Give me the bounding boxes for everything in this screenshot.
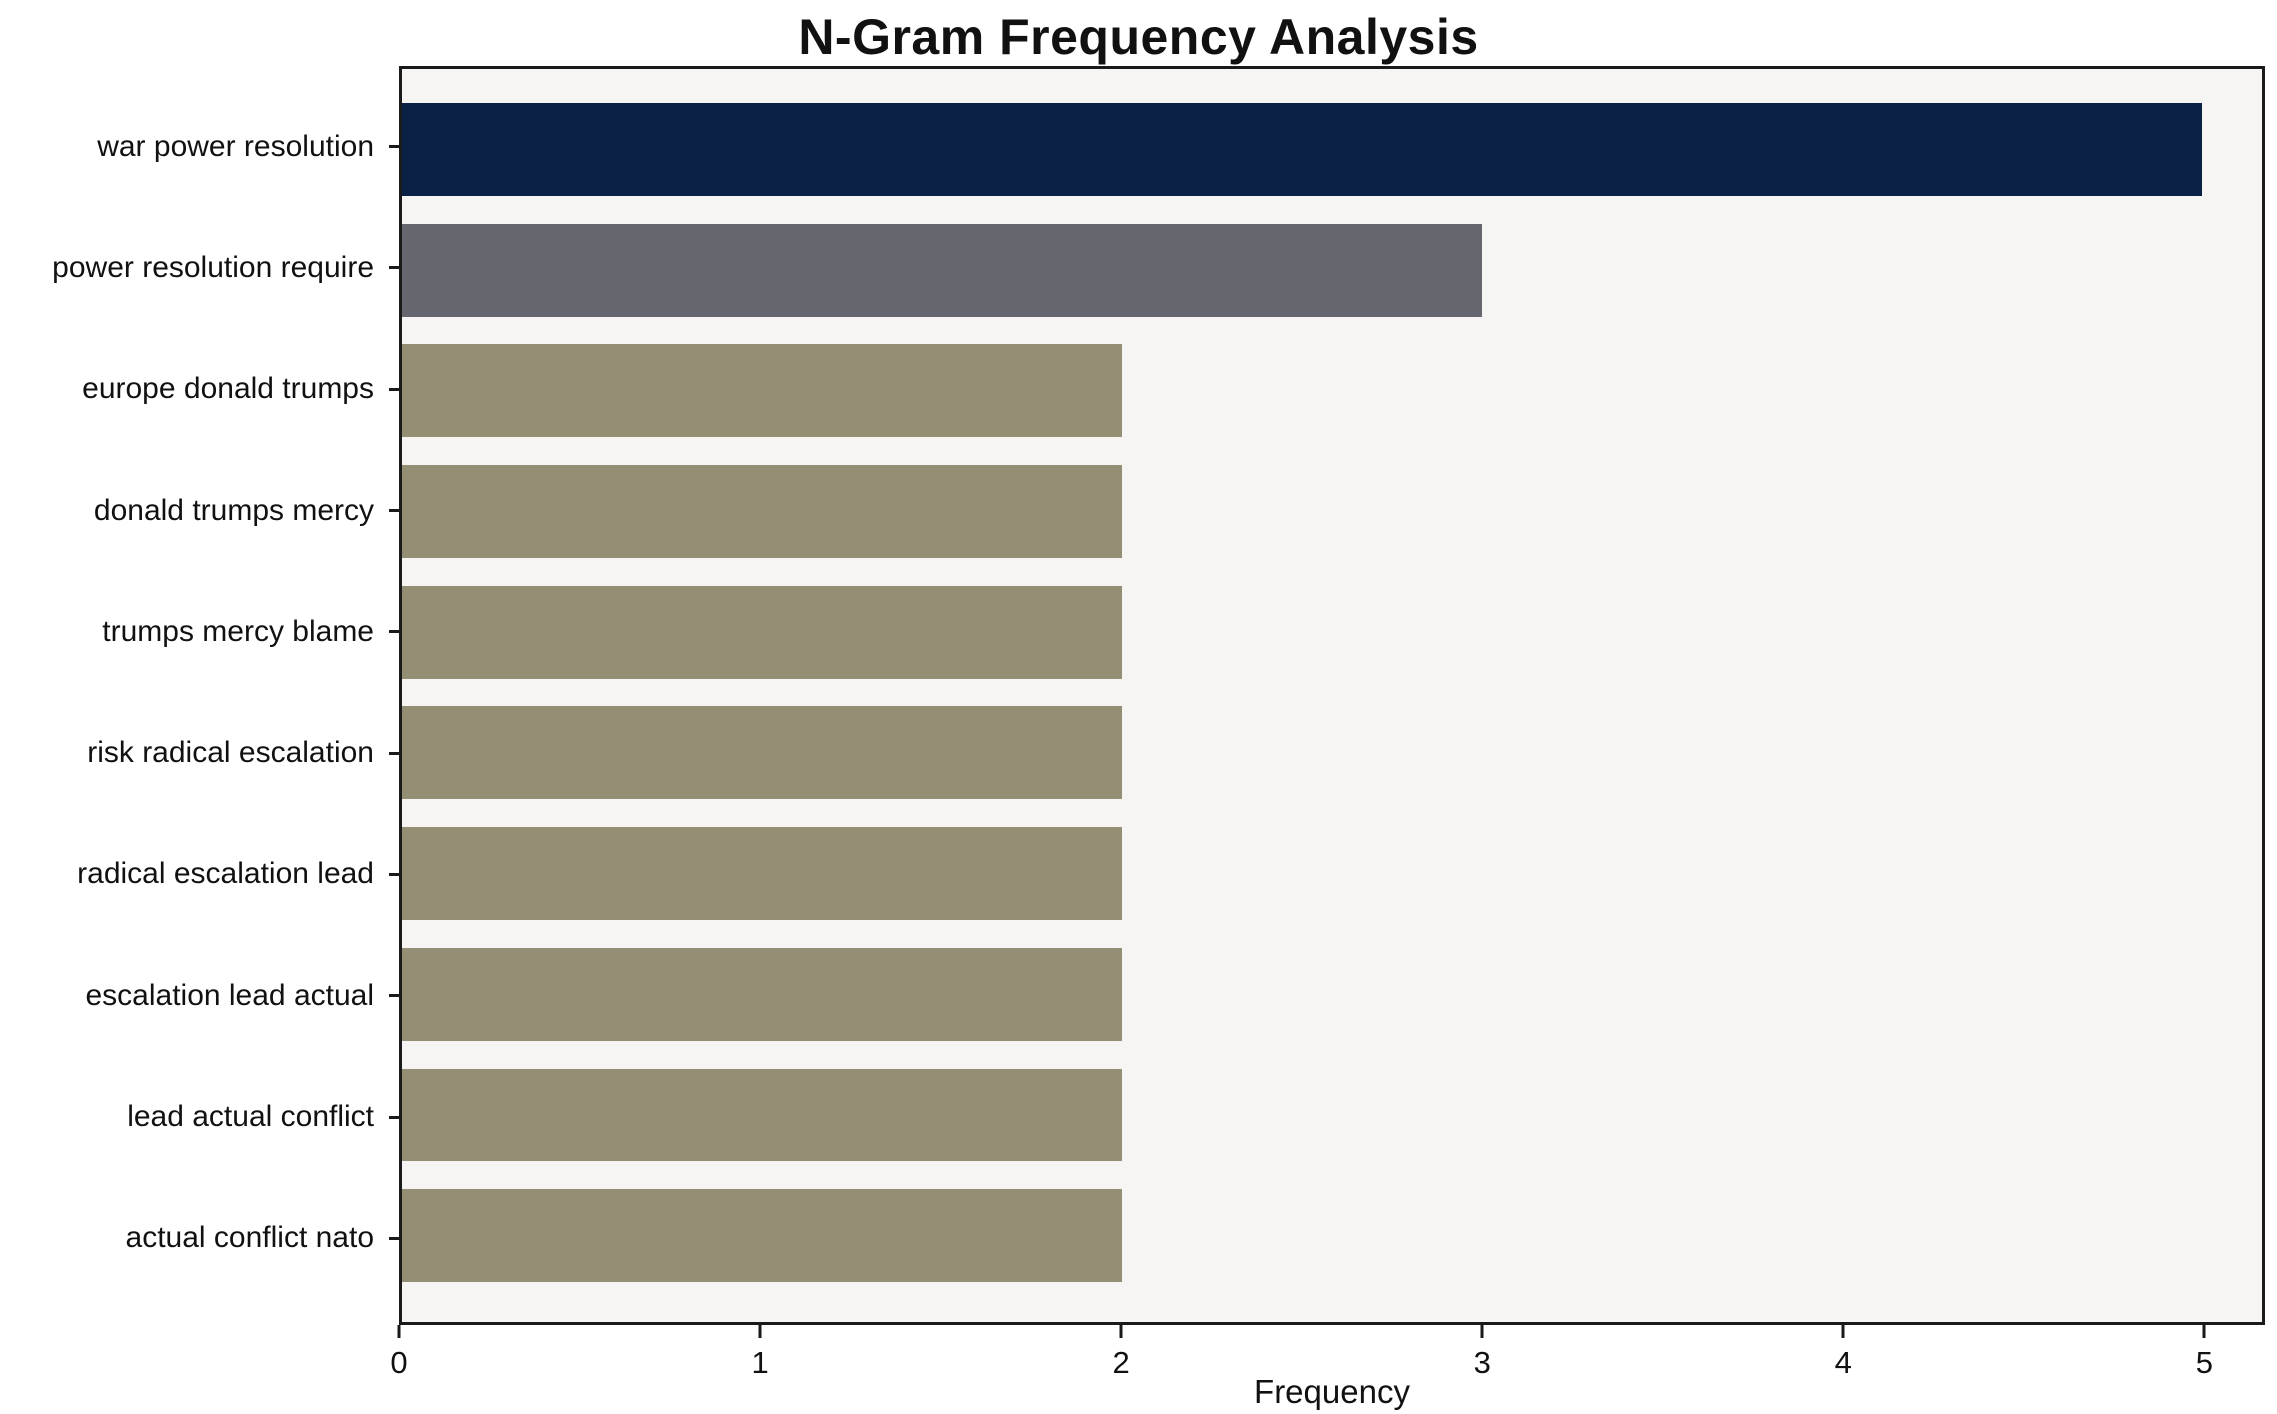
bar-row [402,89,2262,210]
y-tick-mark [389,872,399,876]
bar [402,223,1482,317]
y-tick-label: trumps mercy blame [102,614,374,648]
y-tick-label: europe donald trumps [82,372,374,406]
bar [402,947,1122,1041]
y-tick-row [389,935,399,1056]
bar-row [402,330,2262,451]
y-tick-row [389,207,399,328]
y-tick-mark [389,145,399,149]
bar [402,102,2202,196]
bar [402,344,1122,438]
y-tick-label: war power resolution [97,129,374,163]
y-tick-label: risk radical escalation [87,736,374,770]
bar-row [402,1055,2262,1176]
x-tick-label: 4 [1834,1345,1852,1380]
y-tick-mark [389,994,399,998]
y-tick-row [389,571,399,692]
y-tick-row [389,329,399,450]
y-tick-mark [389,751,399,755]
y-tick-row [389,1056,399,1177]
y-tick-label: donald trumps mercy [93,493,374,527]
y-tick-row [389,692,399,813]
bar [402,827,1122,921]
y-tick-mark [389,630,399,634]
y-tick-row [389,814,399,935]
y-tick-label: lead actual conflict [127,1100,374,1134]
x-tick-mark [758,1325,762,1338]
y-tick-mark [389,509,399,513]
bar [402,1068,1122,1162]
bar [402,706,1122,800]
x-axis-ticks: 0 1 2 3 4 5 [390,1325,2265,1395]
bar-row [402,934,2262,1055]
x-axis-label: Frequency [1254,1373,1410,1410]
bar-row [402,1175,2262,1296]
bar [402,1189,1122,1283]
bar-row [402,693,2262,814]
chart-title: N-Gram Frequency Analysis [798,9,1479,65]
x-tick-label: 1 [751,1345,769,1380]
y-axis-tick-marks [389,66,399,1325]
y-tick-row [389,450,399,571]
y-tick-mark [389,266,399,270]
x-tick-label: 2 [1112,1345,1130,1380]
x-tick-mark [397,1325,401,1338]
y-tick-row [389,1178,399,1299]
bar [402,464,1122,558]
y-axis-labels: war power resolution power resolution req… [0,66,384,1325]
plot-area [399,66,2265,1325]
x-tick-mark [1119,1325,1123,1338]
x-tick-mark [1480,1325,1484,1338]
y-tick-mark [389,1236,399,1240]
bar [402,585,1122,679]
bar-row [402,210,2262,331]
bar-row [402,572,2262,693]
bar-row [402,813,2262,934]
y-tick-mark [389,387,399,391]
x-tick-label: 5 [2195,1345,2213,1380]
x-tick-label: 3 [1473,1345,1491,1380]
y-tick-row [389,86,399,207]
y-tick-label: escalation lead actual [85,978,374,1012]
x-tick-label: 0 [390,1345,408,1380]
y-tick-mark [389,1115,399,1119]
x-tick-mark [1841,1325,1845,1338]
y-tick-label: actual conflict nato [125,1221,374,1255]
y-tick-label: power resolution require [52,250,374,284]
x-tick-mark [2202,1325,2206,1338]
y-tick-label: radical escalation lead [77,857,374,891]
bar-row [402,451,2262,572]
